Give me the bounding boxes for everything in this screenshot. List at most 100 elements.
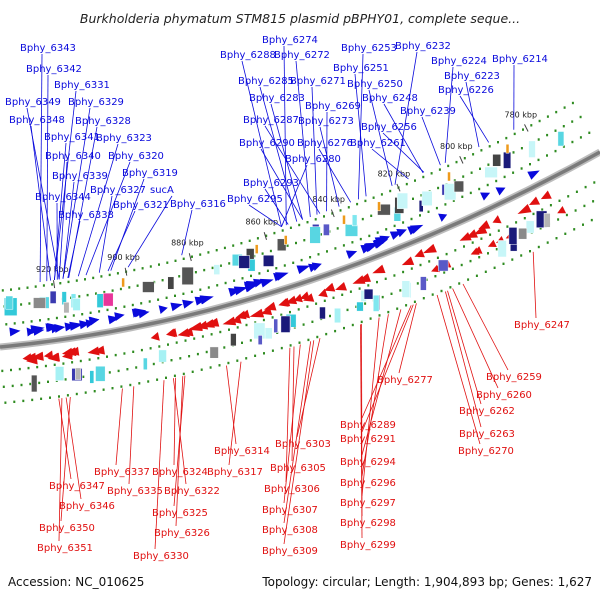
gene-label-top: Bphy_6287 — [243, 115, 299, 126]
frame-dot — [245, 323, 248, 327]
feature-block — [230, 333, 237, 347]
frame-dot — [148, 300, 151, 303]
frame-dot — [13, 322, 16, 325]
genome-summary-text: Topology: circular; Length: 1,904,893 bp… — [261, 575, 592, 589]
frame-dot — [320, 233, 322, 236]
reverse-gene-arrow — [293, 293, 303, 303]
leader-line-bottom — [532, 251, 537, 319]
feature-block — [557, 131, 565, 147]
frame-dot — [51, 283, 54, 286]
gene-label-bottom: Bphy_6326 — [154, 528, 210, 539]
frame-dot — [269, 249, 272, 253]
frame-dot — [453, 179, 456, 182]
frame-dot — [223, 246, 226, 250]
gene-label-top: Bphy_6341 — [44, 132, 100, 143]
leader-line-bottom — [226, 365, 237, 445]
frame-dot — [123, 352, 126, 355]
frame-dot — [520, 147, 523, 150]
frame-dot — [434, 275, 437, 278]
forward-gene-arrow — [89, 316, 100, 326]
leader-line-top — [248, 204, 282, 228]
feature-block — [158, 349, 167, 363]
frame-dot — [64, 315, 67, 318]
frame-dot — [469, 259, 472, 263]
frame-dot — [479, 167, 481, 170]
forward-gene-arrow — [246, 281, 260, 290]
frame-dot — [62, 362, 65, 365]
gene-label-bottom: Bphy_6314 — [214, 446, 270, 457]
feature-block — [508, 227, 518, 245]
frame-dot — [58, 395, 60, 398]
reverse-gene-arrow — [414, 249, 425, 258]
leader-line-bottom — [398, 303, 417, 374]
gene-label-bottom: Bphy_6260 — [476, 390, 532, 401]
scale-tick-mark — [396, 183, 401, 192]
frame-dot — [385, 228, 388, 231]
frame-dot — [135, 366, 138, 369]
forward-gene-arrow — [64, 322, 76, 332]
leader-line-bottom — [283, 341, 312, 524]
frame-dot — [126, 368, 129, 371]
frame-dot — [289, 226, 292, 229]
gene-label-bottom: Bphy_6277 — [377, 375, 433, 386]
frame-orange-marker — [254, 244, 259, 254]
frame-dot — [72, 314, 75, 317]
feature-block — [31, 374, 38, 393]
frame-dot — [410, 217, 413, 221]
frame-dot — [64, 378, 67, 381]
frame-dot — [44, 364, 47, 368]
frame-dot — [506, 225, 509, 228]
frame-dot — [188, 355, 191, 358]
forward-gene-arrow — [170, 302, 183, 312]
frame-dot — [529, 163, 531, 166]
leader-line-bottom — [361, 317, 380, 497]
reverse-gene-arrow — [150, 332, 160, 341]
gene-label-bottom: Bphy_6325 — [152, 508, 208, 519]
frame-dot — [454, 249, 457, 252]
scale-tick-mark — [330, 209, 335, 218]
frame-dot — [49, 396, 51, 399]
gene-label-top: Bphy_6239 — [400, 106, 456, 117]
frame-dot — [11, 384, 14, 388]
frame-dot — [273, 231, 276, 235]
leader-line-bottom — [60, 396, 71, 522]
frame-dot — [588, 131, 591, 134]
frame-dot — [289, 344, 292, 347]
frame-dot — [140, 348, 143, 352]
frame-dot — [227, 361, 230, 365]
frame-dot — [393, 224, 396, 228]
frame-dot — [78, 295, 81, 298]
gene-label-top: Bphy_6321 — [113, 200, 169, 211]
gene-label-bottom: Bphy_6296 — [340, 478, 396, 489]
frame-dot — [431, 293, 434, 296]
leader-line-top — [62, 107, 91, 279]
frame-dot — [513, 132, 516, 136]
gene-label-top: Bphy_6340 — [45, 151, 101, 162]
frame-dot — [86, 293, 89, 297]
frame-dot — [334, 329, 337, 333]
frame-dot — [265, 234, 268, 237]
frame-dot — [364, 302, 367, 305]
scale-tick-label: 880 kbp — [171, 239, 204, 248]
reverse-gene-arrow — [540, 190, 552, 200]
frame-dot — [571, 140, 574, 144]
frame-dot — [512, 151, 515, 154]
frame-dot — [529, 250, 531, 253]
forward-gene-arrow — [373, 239, 389, 249]
gene-label-top: Bphy_6261 — [350, 138, 406, 149]
frame-dot — [258, 272, 261, 275]
frame-dot — [332, 296, 335, 299]
frame-dot — [38, 381, 41, 385]
gene-label-top: Bphy_6272 — [274, 50, 330, 61]
map-title: Burkholderia phymatum STM815 plasmid pBP… — [80, 11, 520, 26]
feature-block — [363, 288, 374, 300]
frame-dot — [530, 124, 533, 127]
reverse-gene-arrow — [335, 282, 347, 291]
feature-block — [401, 280, 411, 298]
leader-line-top — [264, 188, 289, 225]
forward-gene-arrow — [495, 187, 506, 196]
frame-dot — [329, 314, 331, 318]
frame-dot — [471, 241, 474, 244]
feature-block — [263, 254, 275, 267]
frame-dot — [207, 251, 210, 254]
